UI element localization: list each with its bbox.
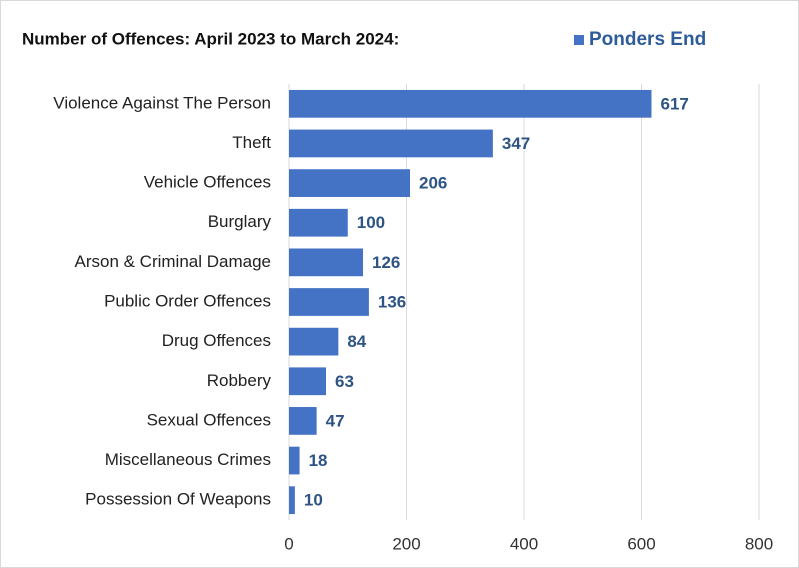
bar <box>289 208 348 237</box>
y-tick-label: Theft <box>232 133 271 152</box>
value-label: 126 <box>372 253 400 272</box>
x-tick-label: 400 <box>510 534 538 553</box>
value-label: 136 <box>378 292 406 311</box>
x-tick-label: 600 <box>627 534 655 553</box>
value-label: 63 <box>335 372 354 391</box>
y-tick-label: Sexual Offences <box>147 410 271 429</box>
y-tick-label: Robbery <box>207 371 272 390</box>
legend-label: Ponders End <box>589 29 706 50</box>
value-label: 206 <box>419 174 447 193</box>
x-tick-label: 800 <box>745 534 773 553</box>
bar <box>289 407 317 435</box>
value-label: 84 <box>347 332 366 351</box>
bar <box>289 89 652 118</box>
x-tick-label: 200 <box>392 534 420 553</box>
value-label: 100 <box>357 213 385 232</box>
y-tick-label: Burglary <box>208 212 272 231</box>
y-tick-label: Public Order Offences <box>104 291 271 310</box>
y-tick-label: Vehicle Offences <box>144 173 271 192</box>
y-tick-label: Violence Against The Person <box>53 93 271 112</box>
bar <box>289 367 327 396</box>
value-label: 47 <box>326 411 345 430</box>
chart-title: Number of Offences: April 2023 to March … <box>22 29 399 48</box>
y-tick-label: Possession Of Weapons <box>85 490 271 509</box>
bar <box>289 288 369 316</box>
bar <box>289 169 411 197</box>
legend-swatch <box>574 35 584 45</box>
value-label: 18 <box>309 451 328 470</box>
y-tick-label: Arson & Criminal Damage <box>74 252 271 271</box>
bar <box>289 446 300 475</box>
y-tick-label: Miscellaneous Crimes <box>105 450 271 469</box>
value-label: 10 <box>304 491 323 510</box>
bar <box>289 486 295 515</box>
y-tick-label: Drug Offences <box>162 331 271 350</box>
value-label: 347 <box>502 134 530 153</box>
bar <box>289 248 364 277</box>
bar <box>289 129 493 158</box>
value-label: 617 <box>660 94 688 113</box>
bar <box>289 327 339 356</box>
x-tick-label: 0 <box>284 534 293 553</box>
